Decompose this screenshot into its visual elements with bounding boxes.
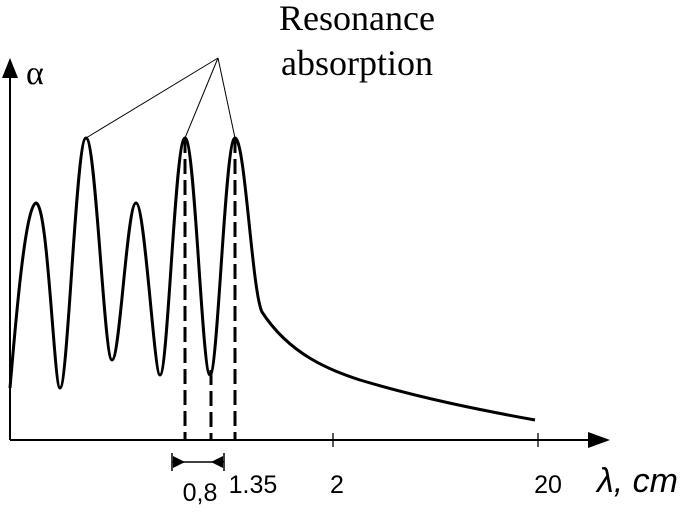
leader-line-3 (217, 57, 236, 139)
leader-line-1 (85, 57, 219, 139)
tick-label-0-8: 0,8 (183, 479, 218, 507)
tick-label-1-35: 1.35 (229, 471, 278, 499)
interval-marker (171, 453, 225, 471)
interval-arrow-right (211, 456, 223, 468)
annotation-leaders (85, 57, 236, 139)
x-axis-label: λ, cm (595, 462, 678, 500)
absorption-curve (8, 136, 536, 422)
x-axis-arrow (588, 432, 610, 448)
annotation-line-1: Resonance (279, 0, 435, 38)
leader-line-2 (184, 57, 219, 139)
dashed-guides (183, 138, 237, 440)
y-axis-label: α (26, 55, 44, 92)
tick-marks (332, 433, 539, 447)
annotation-line-2: absorption (281, 43, 433, 83)
axes (2, 58, 610, 448)
tick-label-2: 2 (330, 471, 344, 499)
interval-arrow-left (173, 456, 185, 468)
y-axis-arrow (2, 58, 18, 78)
tick-label-20: 20 (534, 471, 562, 499)
